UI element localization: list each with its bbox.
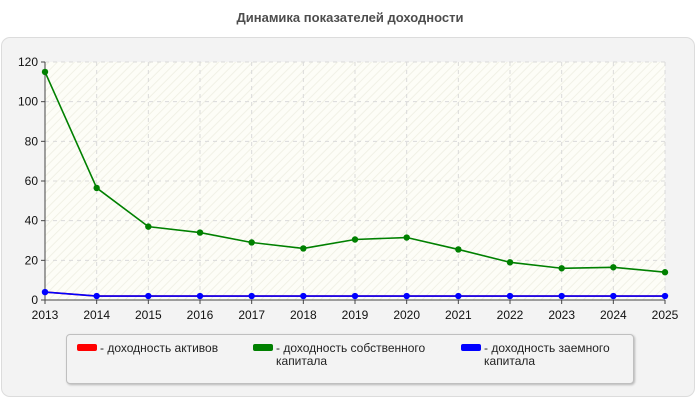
data-point <box>351 292 359 300</box>
data-point <box>93 184 100 192</box>
data-point <box>196 292 204 300</box>
data-point <box>145 292 152 300</box>
legend: - доходность активов - доходность собств… <box>66 334 634 384</box>
y-tick-label: 20 <box>25 253 39 267</box>
data-point <box>506 259 514 266</box>
chart-title: Динамика показателей доходности <box>236 10 464 25</box>
data-point <box>145 223 152 230</box>
data-point <box>248 292 255 300</box>
y-axis-ticks: 0 20 40 60 80 100 120 <box>18 55 38 307</box>
data-point <box>351 236 359 243</box>
y-tick-label: 80 <box>25 134 39 148</box>
data-point <box>300 245 307 252</box>
x-tick-label: 2016 <box>187 308 214 322</box>
x-tick-label: 2013 <box>32 308 59 322</box>
data-point <box>93 292 100 300</box>
y-tick-label: 120 <box>18 55 38 69</box>
data-point <box>403 234 410 241</box>
data-point <box>506 292 514 300</box>
x-tick-label: 2022 <box>497 308 524 322</box>
x-tick-label: 2024 <box>600 308 627 322</box>
data-point <box>455 246 462 253</box>
x-tick-label: 2020 <box>393 308 420 322</box>
x-tick-label: 2019 <box>342 308 369 322</box>
axes <box>41 61 666 304</box>
data-point <box>610 264 617 271</box>
data-point <box>610 292 617 300</box>
data-point <box>661 269 669 276</box>
x-tick-label: 2021 <box>445 308 472 322</box>
legend-label: - доходность активов <box>100 341 219 355</box>
y-tick-label: 60 <box>25 174 39 188</box>
data-point <box>248 239 255 246</box>
x-tick-label: 2018 <box>290 308 317 322</box>
data-point <box>403 292 410 300</box>
plot-area <box>45 62 665 300</box>
y-tick-label: 100 <box>18 95 38 109</box>
x-tick-label: 2017 <box>238 308 265 322</box>
series-lines <box>41 68 669 300</box>
data-point <box>558 292 565 300</box>
x-axis-ticks: 2013 2014 2015 2016 2017 2018 2019 2020 2021 2022… <box>32 308 679 322</box>
data-point <box>41 288 49 296</box>
y-tick-label: 40 <box>25 214 39 228</box>
x-tick-label: 2014 <box>83 308 110 322</box>
data-point <box>41 68 49 76</box>
data-point <box>455 292 462 300</box>
x-tick-label: 2025 <box>652 308 679 322</box>
data-point <box>661 292 669 300</box>
data-point <box>300 292 307 300</box>
legend-label: - доходность собственного капитала <box>276 341 426 368</box>
series-1 <box>41 68 669 276</box>
legend-swatch-red <box>77 344 97 351</box>
legend-label: - доходность заемного капитала <box>484 341 610 368</box>
x-tick-label: 2023 <box>548 308 575 322</box>
legend-swatch-blue <box>461 344 481 351</box>
y-tick-label: 0 <box>31 293 38 307</box>
legend-swatch-green <box>253 344 273 351</box>
x-tick-label: 2015 <box>135 308 162 322</box>
series-2 <box>41 288 669 300</box>
data-point <box>558 265 565 272</box>
data-point <box>196 229 204 236</box>
